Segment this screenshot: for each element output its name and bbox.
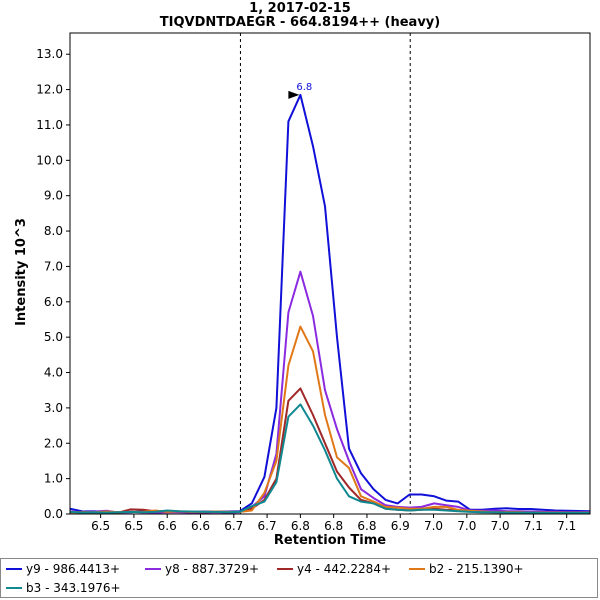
y-axis-label: Intensity 10^3: [14, 218, 29, 326]
x-tick-label: 6.6: [191, 519, 210, 533]
x-tick-label: 7.0: [424, 519, 443, 533]
x-tick-label: 6.8: [291, 519, 310, 533]
legend-swatch: [6, 587, 22, 589]
peak-marker: [288, 90, 300, 99]
y-tick-label: 0.0: [44, 507, 63, 521]
y-tick-label: 5.0: [44, 330, 63, 344]
y-tick-label: 13.0: [36, 47, 63, 61]
plot-frame: [69, 32, 591, 515]
legend-swatch: [277, 568, 293, 570]
plot-svg: 6.8 0.0 1.0 2.0 3.0 4.0 5.0 6.0 7.0 8.0 9.0 10.0 11…: [14, 32, 591, 548]
axis-layer: 0.0 1.0 2.0 3.0 4.0 5.0 6.0 7.0 8.0 9.0 10.0 11.0 12…: [36, 47, 576, 533]
x-tick-label: 6.8: [324, 519, 343, 533]
x-tick-label: 7.1: [524, 519, 543, 533]
x-axis-label: Retention Time: [274, 533, 386, 548]
x-tick-label: 6.5: [91, 519, 110, 533]
legend-item: y4 - 442.2284+: [277, 562, 391, 576]
x-tick-label: 6.9: [391, 519, 410, 533]
legend-label: y4 - 442.2284+: [297, 562, 392, 576]
y-tick-label: 4.0: [44, 366, 63, 380]
legend-swatch: [6, 568, 22, 570]
x-tick-label: 6.8: [357, 519, 376, 533]
x-tick-label: 6.7: [258, 519, 277, 533]
legend-label: y8 - 887.3729+: [165, 562, 260, 576]
series-line: [69, 403, 590, 514]
legend-item: b3 - 343.1976+: [6, 581, 121, 595]
y-tick-label: 10.0: [36, 153, 63, 167]
y-tick-label: 3.0: [44, 401, 63, 415]
y-tick-label: 2.0: [44, 436, 63, 450]
series-line: [70, 325, 590, 514]
chart-title: 1, 2017-02-15: [249, 1, 351, 16]
x-tick-label: 6.5: [124, 519, 143, 533]
y-tick-label: 9.0: [44, 189, 63, 203]
y-tick-label: 8.0: [44, 224, 63, 238]
x-tick-label: 7.0: [457, 519, 476, 533]
legend-item: y8 - 887.3729+: [145, 562, 259, 576]
legend-swatch: [145, 568, 161, 570]
legend-label: b3 - 343.1976+: [26, 581, 121, 595]
x-tick-label: 6.6: [158, 519, 177, 533]
legend: y9 - 986.4413+ y8 - 887.3729+ y4 - 442.228…: [0, 558, 598, 598]
legend-item: y9 - 986.4413+: [6, 562, 120, 576]
legend-item: b2 - 215.1390+: [409, 562, 524, 576]
y-tick-label: 1.0: [44, 472, 63, 486]
peak-label: 6.8: [296, 82, 312, 93]
series-line: [69, 93, 591, 514]
boundary-layer: [239, 33, 411, 514]
legend-label: b2 - 215.1390+: [429, 562, 524, 576]
x-tick-label: 7.0: [491, 519, 510, 533]
y-tick-label: 12.0: [36, 83, 63, 97]
chart-subtitle: TIQVDNTDAEGR - 664.8194++ (heavy): [159, 15, 441, 30]
x-tick-label: 6.7: [224, 519, 243, 533]
series-layer: 6.8: [69, 82, 591, 514]
x-tick-label: 7.1: [557, 519, 576, 533]
y-tick-label: 7.0: [44, 259, 63, 273]
legend-swatch: [409, 568, 425, 570]
legend-label: y9 - 986.4413+: [26, 562, 121, 576]
y-tick-label: 11.0: [36, 118, 63, 132]
series-line: [69, 270, 590, 514]
y-tick-label: 6.0: [44, 295, 63, 309]
